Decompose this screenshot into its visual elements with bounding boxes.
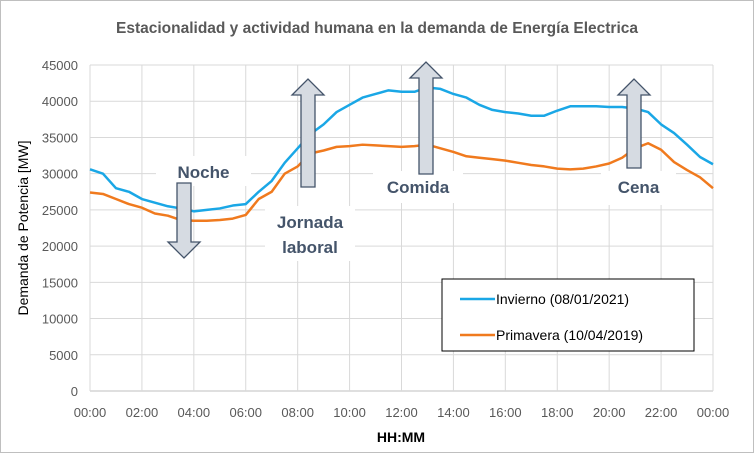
legend-box — [441, 278, 695, 352]
y-tick-label: 15000 — [42, 275, 78, 290]
legend-label: Primavera (10/04/2019) — [496, 327, 643, 343]
y-axis-label: Demanda de Potencia [MW] — [15, 140, 31, 315]
y-tick-label: 40000 — [42, 94, 78, 109]
x-tick-label: 10:00 — [333, 405, 366, 420]
series-line-primavera — [89, 141, 714, 223]
arrow-up-icon — [616, 78, 652, 169]
x-tick-label: 20:00 — [593, 405, 626, 420]
x-tick-label: 16:00 — [489, 405, 522, 420]
annotation-label-bg — [373, 171, 463, 203]
x-tick-label: 08:00 — [281, 405, 314, 420]
y-tick-label: 45000 — [42, 58, 78, 73]
x-tick-label: 14:00 — [437, 405, 470, 420]
legend-label: Invierno (08/01/2021) — [496, 291, 629, 307]
annotation-label: Cena — [618, 178, 660, 197]
arrow-down-icon — [166, 182, 202, 259]
series-line-invierno — [89, 86, 714, 213]
x-tick-label: 06:00 — [229, 405, 262, 420]
x-tick-label: 22:00 — [645, 405, 678, 420]
x-tick-label: 00:00 — [74, 405, 107, 420]
x-tick-label: 18:00 — [541, 405, 574, 420]
annotation-label-bg — [601, 171, 676, 205]
annotation-label-bg — [156, 156, 251, 186]
y-tick-label: 0 — [71, 384, 78, 399]
y-tick-label: 35000 — [42, 130, 78, 145]
annotation-label-bg — [265, 206, 355, 261]
annotation-label: laboral — [282, 238, 338, 257]
y-tick-label: 20000 — [42, 239, 78, 254]
chart-title: Estacionalidad y actividad humana en la … — [116, 20, 638, 37]
x-tick-label: 00:00 — [697, 405, 730, 420]
x-axis-label: HH:MM — [377, 429, 425, 445]
y-tick-label: 10000 — [42, 312, 78, 327]
x-tick-label: 02:00 — [126, 405, 159, 420]
annotation-label: Jornada — [277, 213, 344, 232]
annotation-label: Comida — [387, 178, 450, 197]
x-tick-label: 12:00 — [385, 405, 418, 420]
y-tick-label: 25000 — [42, 203, 78, 218]
annotation-label: Noche — [178, 163, 230, 182]
y-tick-label: 30000 — [42, 167, 78, 182]
arrow-up-icon — [290, 78, 326, 188]
x-tick-label: 04:00 — [178, 405, 211, 420]
y-tick-label: 5000 — [49, 348, 78, 363]
arrow-up-icon — [408, 61, 444, 175]
